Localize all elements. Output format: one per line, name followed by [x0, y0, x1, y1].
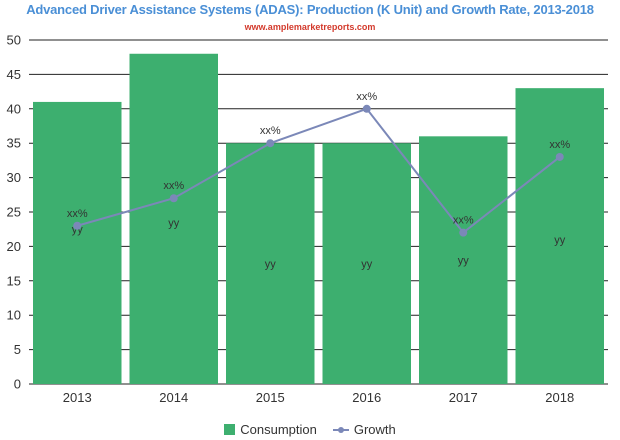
x-tick-label: 2013: [63, 390, 92, 405]
x-tick-label: 2017: [449, 390, 478, 405]
growth-point-2018: [555, 152, 564, 161]
y-tick-label: 35: [7, 136, 21, 151]
bar-value-label: yy: [168, 217, 180, 229]
growth-value-label: xx%: [549, 139, 570, 151]
bar-value-label: yy: [72, 224, 84, 236]
y-tick-label: 5: [14, 342, 21, 357]
chart-title: Advanced Driver Assistance Systems (ADAS…: [26, 2, 594, 17]
bar-2015: [226, 143, 315, 384]
growth-point-2017: [459, 228, 468, 237]
legend-marker-growth: [332, 424, 349, 435]
y-tick-label: 10: [7, 308, 21, 323]
y-tick-label: 20: [7, 239, 21, 254]
bar-value-label: yy: [361, 259, 373, 271]
growth-point-2014: [169, 194, 178, 203]
legend-swatch-consumption: [224, 423, 236, 435]
bar-value-label: yy: [265, 259, 277, 271]
y-tick-label: 40: [7, 101, 21, 116]
y-tick-label: 45: [7, 67, 21, 82]
growth-point-2013: [73, 221, 82, 230]
bar-2013: [33, 101, 122, 385]
y-tick-label: 25: [7, 205, 21, 220]
growth-value-label: xx%: [67, 208, 88, 220]
legend-label-growth: Growth: [353, 421, 396, 437]
bar-2016: [322, 143, 411, 384]
legend-item-consumption[interactable]: Consumption: [224, 422, 317, 437]
chart-subtitle: www.amplemarketreports.com: [244, 22, 376, 32]
chart-legend: Consumption Growth: [0, 420, 620, 438]
growth-value-label: xx%: [453, 215, 474, 227]
growth-point-2016: [362, 104, 371, 113]
growth-line: [76, 107, 561, 235]
x-tick-label: 2014: [159, 390, 188, 405]
y-tick-label: 50: [7, 33, 21, 48]
legend-label-consumption: Consumption: [240, 421, 317, 437]
chart-plot: 0 5 10 15 20 25 30 35 40 45 50 yy yy yy yy yy yy 2013 2014…: [7, 33, 608, 405]
y-tick-label: 15: [7, 273, 21, 288]
growth-value-label: xx%: [163, 180, 184, 192]
growth-value-label: xx%: [260, 125, 281, 137]
growth-value-label: xx%: [356, 91, 377, 103]
bar-value-label: yy: [554, 235, 566, 247]
bar-2014: [129, 53, 218, 384]
y-tick-label: 30: [7, 170, 21, 185]
bar-value-label: yy: [458, 255, 470, 267]
x-tick-label: 2018: [545, 390, 574, 405]
bar-2017: [419, 136, 508, 384]
y-tick-label: 0: [14, 377, 21, 392]
x-tick-label: 2015: [256, 390, 285, 405]
legend-item-growth[interactable]: Growth: [332, 421, 396, 437]
x-tick-label: 2016: [352, 390, 381, 405]
bar-2018: [515, 88, 604, 384]
growth-point-2015: [266, 139, 275, 148]
